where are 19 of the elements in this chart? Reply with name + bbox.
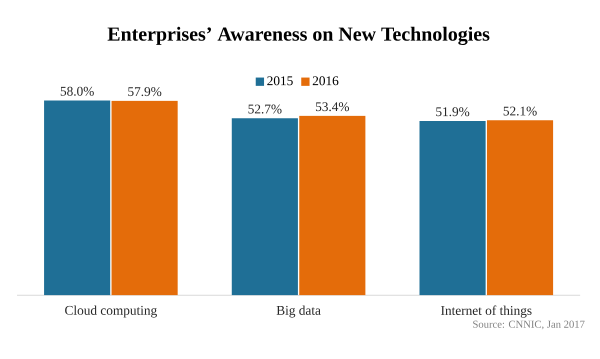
bar [232, 118, 298, 296]
legend-label: 2015 [267, 76, 293, 86]
bar [486, 120, 554, 296]
data-label: 51.9% [436, 107, 470, 116]
bar [44, 100, 110, 296]
x-tick-label: Big data [276, 305, 321, 318]
source-note: Source: CNNIC, Jan 2017 [473, 320, 585, 330]
bar [299, 116, 366, 296]
bar [112, 100, 178, 296]
chart-title: Enterprises’ Awareness on New Technologies [108, 26, 490, 45]
bar [419, 120, 486, 296]
data-label: 52.1% [504, 106, 537, 116]
data-label: 57.9% [128, 87, 162, 96]
data-label: 53.4% [316, 102, 350, 112]
legend-label: 2016 [312, 76, 338, 86]
data-label: 52.7% [248, 104, 282, 114]
x-tick-label: Cloud computing [65, 305, 157, 318]
x-tick-label: Internet of things [441, 305, 532, 318]
data-label: 58.0% [60, 86, 94, 96]
